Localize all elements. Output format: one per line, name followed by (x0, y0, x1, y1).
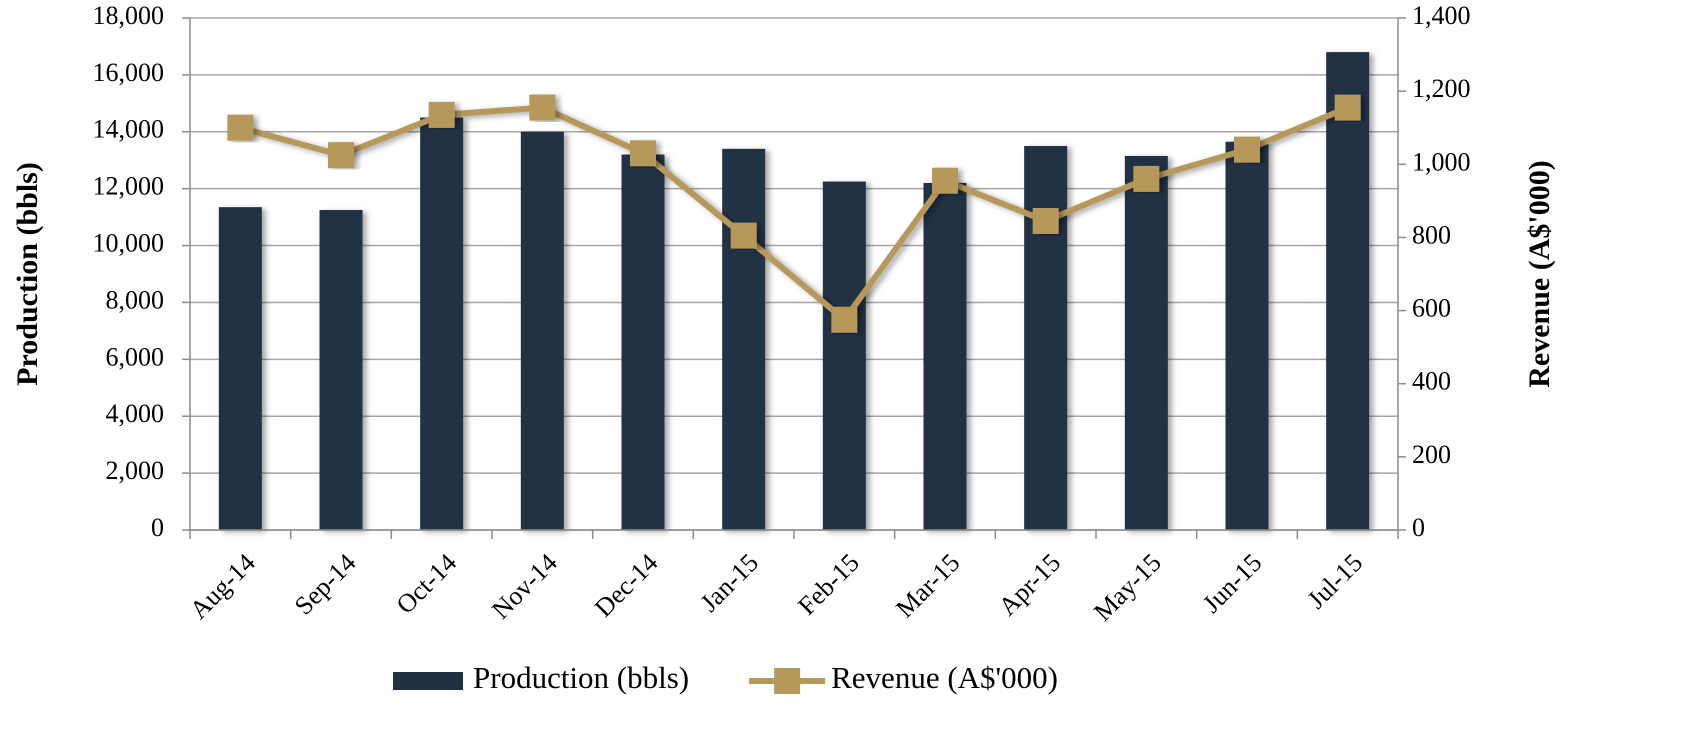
y2-axis-title: Revenue (A$'000) (1523, 160, 1556, 387)
y-tick-label: 10,000 (93, 229, 165, 258)
bar (1225, 141, 1269, 530)
x-tick-label: Jun-15 (1197, 548, 1268, 619)
bar (1024, 146, 1068, 530)
line-marker (428, 101, 455, 128)
bar (520, 131, 564, 530)
y-axis-title: Production (bbls) (11, 162, 44, 386)
y2-tick-label: 1,200 (1412, 74, 1471, 103)
y-tick-label: 12,000 (93, 172, 165, 201)
bar (1124, 155, 1168, 530)
line-marker (630, 140, 656, 167)
legend-label: Revenue (A$'000) (831, 660, 1058, 695)
line-marker (932, 167, 958, 194)
x-tick-label: Mar-15 (890, 548, 965, 623)
y-tick-label: 16,000 (93, 58, 165, 87)
line-marker (328, 142, 354, 169)
line-marker (529, 94, 556, 121)
line-marker (1133, 165, 1160, 192)
y-tick-label: 0 (151, 513, 164, 542)
bar (218, 207, 262, 530)
y2-tick-label: 1,400 (1412, 1, 1471, 30)
x-tick-label: Nov-14 (486, 548, 563, 625)
x-tick-label: Jul-15 (1302, 548, 1368, 614)
x-tick-label: Aug-14 (184, 548, 261, 625)
x-tick-label: Oct-14 (391, 548, 463, 620)
bar (420, 117, 464, 531)
y2-tick-label: 0 (1412, 513, 1425, 542)
line-marker (227, 114, 254, 141)
bar (1326, 52, 1370, 531)
line-marker (730, 222, 757, 249)
x-tick-label: Sep-14 (289, 548, 362, 621)
bar (923, 182, 967, 530)
x-tick-label: Feb-15 (792, 548, 865, 621)
legend-marker (774, 668, 801, 694)
y-tick-label: 14,000 (93, 115, 165, 144)
bar (822, 181, 866, 531)
legend-swatch (393, 672, 463, 690)
bar (722, 148, 766, 530)
y-tick-label: 4,000 (106, 399, 165, 428)
line (239, 104, 1349, 323)
line-marker (1032, 207, 1059, 234)
x-tick-label: Jan-15 (695, 548, 765, 618)
y2-tick-label: 800 (1412, 220, 1451, 249)
y-tick-label: 2,000 (106, 456, 165, 485)
y2-tick-label: 1,000 (1412, 147, 1471, 176)
bar (319, 210, 363, 530)
line-marker (831, 306, 858, 333)
y-tick-label: 8,000 (106, 285, 165, 314)
line-marker (1234, 136, 1260, 163)
line-marker (1334, 94, 1361, 121)
y-tick-label: 6,000 (106, 342, 165, 371)
x-tick-label: Dec-14 (589, 548, 664, 623)
y2-tick-label: 400 (1412, 367, 1451, 396)
y-tick-label: 18,000 (93, 1, 165, 30)
y2-tick-label: 600 (1412, 294, 1451, 323)
x-tick-label: May-15 (1088, 548, 1167, 627)
y2-tick-label: 200 (1412, 440, 1451, 469)
bar (621, 154, 665, 531)
legend-label: Production (bbls) (473, 660, 689, 695)
x-tick-label: Apr-15 (993, 548, 1066, 621)
